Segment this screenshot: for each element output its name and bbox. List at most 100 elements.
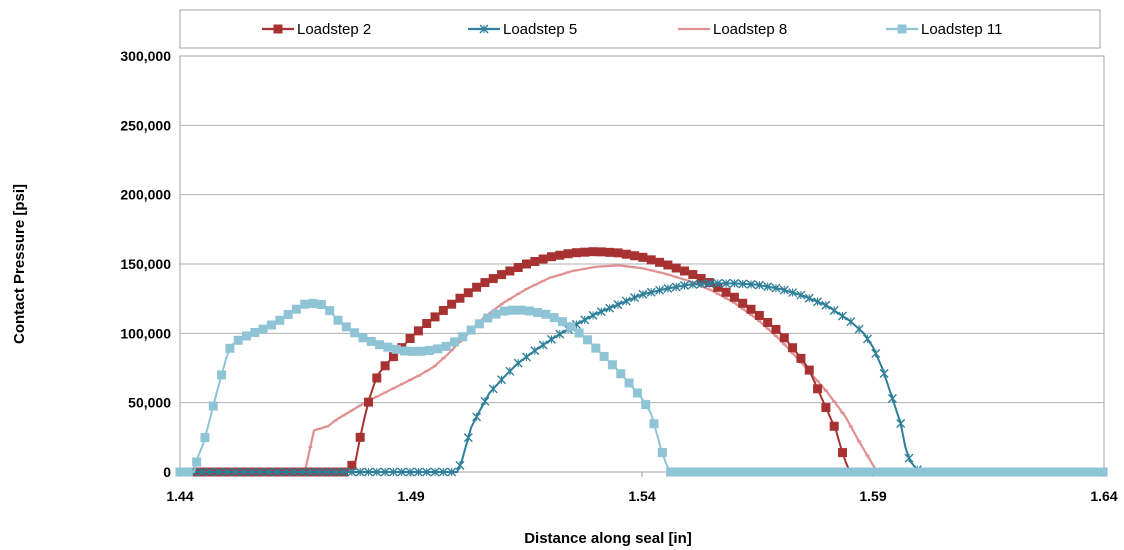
data-point	[242, 331, 252, 341]
data-point	[887, 394, 897, 404]
data-point	[696, 274, 706, 284]
data-point	[574, 269, 579, 272]
data-point	[746, 304, 756, 314]
data-point	[289, 467, 299, 477]
data-point	[449, 349, 454, 352]
data-point	[965, 467, 975, 477]
data-point	[815, 467, 825, 477]
data-point	[405, 467, 415, 477]
data-point	[530, 346, 540, 356]
data-point	[358, 333, 368, 343]
data-point	[472, 412, 482, 422]
data-point	[688, 280, 698, 290]
data-point	[879, 369, 889, 379]
data-point	[438, 467, 448, 477]
data-point	[615, 264, 620, 267]
data-point	[674, 467, 684, 477]
data-point	[208, 401, 218, 411]
data-point	[729, 292, 739, 302]
data-point	[674, 276, 679, 279]
data-point	[183, 467, 193, 477]
legend-label: Loadstep 11	[921, 21, 1002, 38]
data-point	[699, 467, 709, 477]
x-tick-label: 1.44	[166, 488, 193, 504]
data-point	[632, 266, 637, 269]
data-point	[488, 274, 498, 284]
data-point	[374, 395, 379, 398]
data-point	[233, 335, 243, 345]
data-point	[316, 428, 321, 431]
data-point	[372, 467, 382, 477]
data-point	[1007, 467, 1017, 477]
data-point	[280, 467, 290, 477]
data-point	[582, 267, 587, 270]
data-point	[175, 467, 185, 477]
legend-entry: Loadstep 8	[678, 21, 787, 38]
legend-entry: Loadstep 5	[468, 21, 577, 38]
data-point	[383, 342, 393, 352]
data-point	[804, 293, 814, 303]
data-point	[413, 467, 423, 477]
data-point	[541, 309, 551, 319]
data-point	[1040, 467, 1050, 477]
data-point	[716, 467, 726, 477]
data-point	[266, 320, 276, 330]
x-tick-label: 1.49	[397, 488, 424, 504]
data-point	[657, 448, 667, 458]
data-point	[688, 270, 698, 280]
data-point	[308, 446, 313, 449]
data-point	[214, 467, 224, 477]
legend-entry: Loadstep 2	[262, 21, 371, 38]
data-point	[388, 352, 398, 362]
data-point	[541, 279, 546, 282]
data-point	[754, 280, 764, 290]
data-point	[230, 467, 240, 477]
data-point	[330, 467, 340, 477]
data-point	[463, 288, 473, 298]
data-point	[433, 364, 438, 367]
data-point	[413, 326, 423, 336]
data-point	[724, 467, 734, 477]
data-point	[630, 293, 640, 303]
data-point	[513, 262, 523, 272]
data-point	[1098, 467, 1108, 477]
data-point	[724, 297, 729, 300]
data-point	[788, 288, 798, 298]
data-point	[325, 306, 335, 316]
data-point	[849, 467, 859, 477]
data-point	[740, 307, 745, 310]
data-point	[771, 324, 781, 334]
data-point	[458, 332, 468, 342]
data-point	[441, 341, 451, 351]
x-axis-tick-labels: 1.44 1.49 1.54 1.59 1.64	[166, 472, 1118, 504]
data-point	[524, 287, 529, 290]
data-point	[691, 467, 701, 477]
data-point	[1065, 467, 1075, 477]
data-point	[957, 467, 967, 477]
data-point	[447, 299, 457, 309]
data-point	[516, 292, 521, 295]
data-point	[671, 263, 681, 273]
data-point	[613, 300, 623, 310]
data-point	[516, 305, 526, 315]
data-point	[932, 467, 942, 477]
data-point	[363, 397, 373, 407]
data-point	[524, 306, 534, 316]
data-point	[574, 328, 584, 338]
data-point	[580, 315, 590, 325]
data-point	[790, 352, 795, 355]
data-point	[1048, 467, 1058, 477]
data-point	[533, 307, 543, 317]
data-point	[466, 325, 476, 335]
data-point	[291, 304, 301, 314]
data-point	[666, 467, 676, 477]
data-point	[558, 317, 568, 327]
data-point	[782, 343, 787, 346]
data-point	[846, 317, 856, 327]
legend-label: Loadstep 8	[713, 21, 787, 38]
data-point	[438, 305, 448, 315]
data-point	[832, 400, 837, 403]
data-point	[779, 333, 789, 343]
data-point	[904, 453, 914, 463]
data-point	[738, 279, 748, 289]
